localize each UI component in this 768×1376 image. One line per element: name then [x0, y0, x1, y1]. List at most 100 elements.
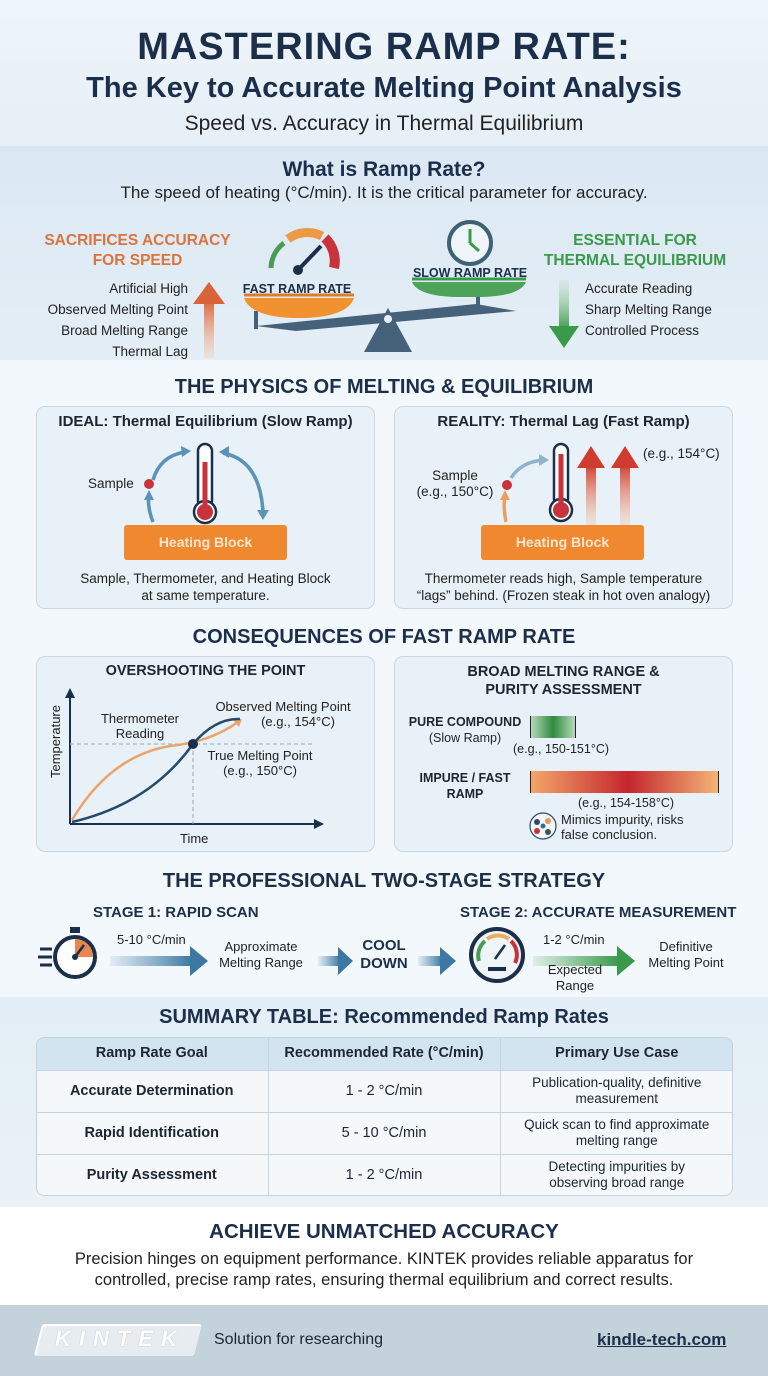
- use-line: Quick scan to find approximate: [524, 1117, 710, 1132]
- observed-melting-label: Observed Melting Point (e.g., 154°C): [205, 699, 361, 729]
- overshoot-panel: [36, 656, 375, 852]
- summary-table-border: [36, 1037, 733, 1196]
- cell-goal: Rapid Identification: [36, 1111, 268, 1154]
- caption-line: Sample, Thermometer, and Heating Block: [80, 571, 331, 586]
- result-line: Melting Point: [648, 955, 724, 970]
- impure-range-value: (e.g., 154-158°C): [578, 796, 675, 810]
- label-line: Expected: [547, 962, 603, 977]
- note-line: false conclusion.: [561, 827, 658, 842]
- summary-heading: SUMMARY TABLE: Recommended Ramp Rates: [159, 1006, 609, 1028]
- label-line: PURE COMPOUND: [408, 715, 522, 729]
- fast-heading: SACRIFICES ACCURACY FOR SPEED: [30, 231, 245, 271]
- table-row: Purity Assessment 1 - 2 °C/min Detecting…: [36, 1153, 733, 1196]
- physics-heading: THE PHYSICS OF MELTING & EQUILIBRIUM: [174, 376, 594, 398]
- fast-heading-line1: SACRIFICES ACCURACY: [44, 232, 231, 249]
- impure-label: IMPURE / FAST RAMP: [410, 770, 520, 802]
- note-line: Mimics impurity, risks: [561, 812, 684, 827]
- cell-use-case: Quick scan to find approximate melting ra…: [499, 1111, 733, 1154]
- stage2-title: STAGE 2: ACCURATE MEASUREMENT: [460, 904, 737, 921]
- cta-body: Precision hinges on equipment performanc…: [0, 1249, 768, 1291]
- impurity-particles-icon: [529, 812, 557, 840]
- slow-heading-line2: THERMAL EQUILIBRIUM: [543, 252, 727, 269]
- label-line: RAMP: [446, 787, 484, 801]
- use-line: melting range: [575, 1133, 658, 1148]
- ideal-title: IDEAL: Thermal Equilibrium (Slow Ramp): [58, 413, 353, 430]
- cell-use-case: Detecting impurities by observing broad r…: [499, 1153, 733, 1196]
- list-item: Accurate Reading: [585, 281, 693, 296]
- stage2-expected-range: Expected Range: [540, 962, 610, 994]
- ideal-caption: Sample, Thermometer, and Heating Block a…: [36, 570, 375, 604]
- balance-scale-icon: [244, 220, 526, 352]
- label-line: Thermometer: [100, 711, 180, 726]
- chart-y-label: Temperature: [48, 705, 63, 778]
- list-item: Observed Melting Point: [47, 302, 188, 317]
- consequences-heading: CONSEQUENCES OF FAST RAMP RATE: [192, 626, 576, 648]
- list-item: Controlled Process: [585, 323, 700, 338]
- cell-rate: 5 - 10 °C/min: [267, 1111, 500, 1154]
- cta-heading: ACHIEVE UNMATCHED ACCURACY: [209, 1220, 559, 1243]
- slow-heading: ESSENTIAL FOR THERMAL EQUILIBRIUM: [535, 231, 735, 271]
- pure-range-value: (e.g., 150-151°C): [513, 742, 610, 756]
- label-line: DOWN: [360, 955, 408, 972]
- stage1-title: STAGE 1: RAPID SCAN: [93, 904, 259, 921]
- heating-block-ideal: Heating Block: [124, 525, 287, 560]
- use-line: Detecting impurities by: [548, 1159, 686, 1175]
- result-line: Approximate: [224, 939, 298, 954]
- what-is-definition: The speed of heating (°C/min). It is the…: [120, 183, 648, 202]
- stage2-rate: 1-2 °C/min: [543, 932, 605, 947]
- ideal-sample-label: Sample: [88, 476, 134, 491]
- table-row: Rapid Identification 5 - 10 °C/min Quick…: [36, 1111, 733, 1154]
- label-line: (e.g., 150°C): [223, 763, 297, 778]
- summary-table: Ramp Rate Goal Recommended Rate (°C/min)…: [36, 1037, 733, 1196]
- pure-range-bar: [530, 716, 576, 738]
- result-line: Melting Range: [219, 955, 303, 970]
- sample-label: Sample: [432, 468, 478, 483]
- reality-caption: Thermometer reads high, Sample temperatu…: [394, 570, 733, 604]
- stopwatch-icon: [38, 927, 97, 979]
- arrow-right-green-icon: [533, 946, 635, 976]
- arrow-right-icon: [418, 947, 456, 975]
- pure-compound-label: PURE COMPOUND (Slow Ramp): [405, 714, 525, 746]
- sample-temp: (e.g., 150°C): [416, 484, 494, 499]
- label-line: Observed Melting Point: [215, 699, 351, 714]
- caption-line: Thermometer reads high, Sample temperatu…: [424, 571, 703, 586]
- use-line: Publication-quality, definitive: [532, 1075, 702, 1090]
- broad-range-panel: [394, 656, 733, 852]
- use-line: measurement: [575, 1091, 659, 1106]
- overshoot-title: OVERSHOOTING THE POINT: [105, 663, 306, 679]
- impurity-note: Mimics impurity, risks false conclusion.: [561, 812, 684, 842]
- stage2-result: Definitive Melting Point: [636, 939, 736, 971]
- true-melting-label: True Melting Point (e.g., 150°C): [200, 748, 320, 778]
- reality-sample-label: Sample (e.g., 150°C): [410, 468, 500, 500]
- cell-goal: Purity Assessment: [36, 1153, 268, 1196]
- column-header: Primary Use Case: [499, 1037, 733, 1070]
- title-line: PURITY ASSESSMENT: [485, 682, 642, 698]
- kintek-logo: KINTEK: [55, 1326, 185, 1351]
- thermometer-reading-label: Thermometer Reading: [95, 711, 185, 741]
- slow-effects-list: Accurate Reading Sharp Melting Range Con…: [585, 278, 755, 341]
- label-line: True Melting Point: [207, 748, 313, 763]
- cell-goal: Accurate Determination: [36, 1069, 268, 1112]
- column-header: Ramp Rate Goal: [36, 1037, 268, 1070]
- body-line: Precision hinges on equipment performanc…: [74, 1250, 694, 1268]
- cell-use-case: Publication-quality, definitive measureme…: [499, 1069, 733, 1112]
- list-item: Sharp Melting Range: [585, 302, 712, 317]
- impure-range-bar: [530, 771, 719, 793]
- label-line: COOL: [362, 937, 406, 954]
- gauge-icon: [469, 927, 525, 983]
- page-subtitle: The Key to Accurate Melting Point Analys…: [86, 72, 682, 104]
- label-line: (Slow Ramp): [428, 731, 502, 745]
- label-line: Range: [555, 978, 595, 993]
- website-link[interactable]: kindle-tech.com: [597, 1330, 727, 1349]
- what-is-heading: What is Ramp Rate?: [282, 158, 486, 181]
- label-line: (e.g., 154°C): [261, 714, 335, 729]
- arrow-right-icon: [318, 947, 353, 975]
- caption-line: “lags” behind. (Frozen steak in hot oven…: [416, 588, 711, 603]
- slow-ramp-label: SLOW RAMP RATE: [412, 266, 528, 280]
- header-banner: [0, 0, 768, 146]
- column-header: Recommended Rate (°C/min): [267, 1037, 500, 1070]
- page-tagline: Speed vs. Accuracy in Thermal Equilibriu…: [184, 112, 584, 135]
- caption-line: at same temperature.: [141, 588, 270, 603]
- stage1-result: Approximate Melting Range: [206, 939, 316, 971]
- cool-down-label: COOL DOWN: [352, 937, 416, 973]
